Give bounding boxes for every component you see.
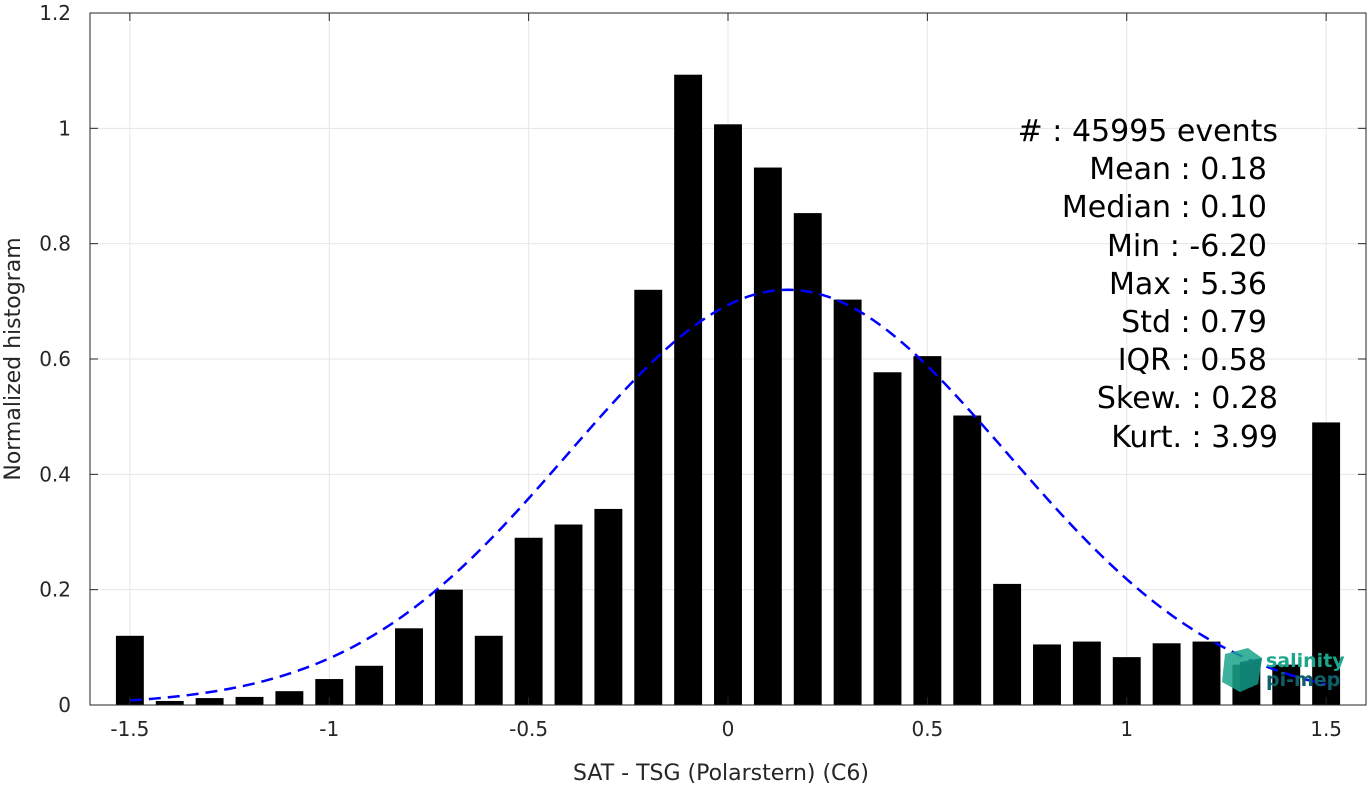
histogram-bar [674, 74, 703, 706]
histogram-bar [1072, 641, 1101, 705]
stat-skew: Skew. : 0.28 [1097, 381, 1278, 416]
stat-mean: Mean : 0.18 [1089, 152, 1267, 187]
histogram-bar [714, 124, 742, 705]
histogram-bar [554, 524, 583, 705]
y-tick-label: 1.2 [39, 1, 71, 25]
x-tick-label: 0.5 [911, 717, 943, 741]
y-tick-label: 1 [58, 116, 71, 140]
histogram-bar [355, 665, 384, 705]
stat-count: # : 45995 events [1018, 114, 1278, 149]
histogram-bar [195, 698, 224, 705]
histogram-bar [1152, 643, 1181, 705]
histogram-bar [753, 167, 782, 706]
x-tick-label: 1.5 [1310, 717, 1342, 741]
logo-text-pimep: pi-mep [1266, 669, 1340, 691]
histogram-bar [953, 415, 982, 705]
histogram-bar [993, 583, 1022, 705]
logo-cube-shade [1240, 658, 1262, 692]
histogram-bar [434, 589, 463, 705]
histogram-bar [833, 299, 862, 705]
histogram-bar [1312, 422, 1341, 705]
histogram-bar [115, 635, 144, 705]
x-tick-label: -0.5 [509, 717, 548, 741]
histogram-bar [1033, 644, 1061, 705]
histogram-bar [235, 696, 264, 705]
x-tick-label: 1 [1120, 717, 1133, 741]
y-tick-label: 0.2 [39, 578, 71, 602]
histogram-bar [514, 537, 543, 705]
tick-layer: -1.5 -1 -0.5 0 0.5 1 1.5 0 0.2 0.4 0.6 0.8 1 1.2 [39, 1, 1366, 741]
stat-kurt: Kurt. : 3.99 [1111, 420, 1278, 455]
histogram-bar [155, 700, 184, 705]
histogram-bar [275, 691, 304, 705]
salinity-pimep-logo: salinity pi-mep [1222, 648, 1345, 692]
fit-layer [129, 288, 1327, 702]
histogram-bar [594, 508, 623, 705]
gaussian-fit-curve [129, 288, 1327, 702]
logo-text-salinity: salinity [1266, 650, 1345, 672]
histogram-bar [474, 635, 503, 705]
stats-box: # : 45995 events Mean : 0.18 Median : 0.… [1018, 114, 1278, 455]
y-tick-label: 0.8 [39, 232, 71, 256]
x-tick-label: -1.5 [110, 717, 149, 741]
histogram-bar [793, 213, 822, 705]
y-axis-title: Normalized histogram [1, 237, 26, 480]
x-tick-label: 0 [722, 717, 735, 741]
x-tick-label: -1 [319, 717, 339, 741]
y-tick-label: 0.6 [39, 347, 71, 371]
histogram-bar [1192, 641, 1221, 705]
bars-layer [115, 74, 1341, 706]
histogram-bar [913, 356, 942, 705]
stat-min: Min : -6.20 [1107, 229, 1267, 264]
x-axis-title: SAT - TSG (Polarstern) (C6) [573, 761, 869, 785]
stat-iqr: IQR : 0.58 [1118, 343, 1267, 378]
histogram-bar [395, 628, 423, 705]
stat-std: Std : 0.79 [1121, 305, 1267, 340]
y-tick-label: 0 [58, 693, 71, 717]
stat-median: Median : 0.10 [1062, 190, 1267, 225]
y-tick-label: 0.4 [39, 462, 71, 486]
stat-max: Max : 5.36 [1109, 267, 1267, 302]
histogram-bar [873, 372, 902, 705]
histogram-bar [634, 289, 663, 705]
